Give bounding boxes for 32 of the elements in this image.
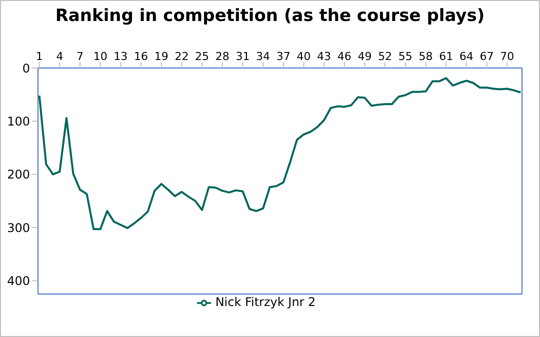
x-tick-label: 58 xyxy=(418,50,433,63)
x-tick-label: 37 xyxy=(276,50,290,63)
x-tick-label: 1 xyxy=(36,50,43,63)
y-tick-label: 300 xyxy=(7,220,30,235)
line-series xyxy=(38,77,522,230)
x-tick-label: 34 xyxy=(256,50,270,63)
x-tick-label: 25 xyxy=(195,50,210,63)
x-tick-label: 70 xyxy=(500,50,514,63)
x-tick-label: 28 xyxy=(215,50,230,63)
legend-label: Nick Fitrzyk Jnr 2 xyxy=(215,295,316,309)
x-tick-label: 16 xyxy=(134,50,148,63)
x-tick-label: 4 xyxy=(56,50,64,63)
x-tick-label: 46 xyxy=(337,50,352,63)
x-tick-label: 7 xyxy=(76,50,84,63)
x-tick-label: 22 xyxy=(174,50,189,63)
y-tick-label: 400 xyxy=(7,274,30,288)
y-tick-label: 200 xyxy=(7,168,30,182)
x-tick-label: 52 xyxy=(378,50,392,63)
y-tick-label: 0 xyxy=(22,61,30,76)
x-tick-label: 10 xyxy=(93,50,108,63)
x-tick-label: 64 xyxy=(459,50,474,63)
y-tick-label: 100 xyxy=(7,114,30,128)
x-tick-label: 67 xyxy=(480,50,494,63)
x-tick-label: 49 xyxy=(358,50,372,63)
x-tick-label: 55 xyxy=(398,50,412,63)
x-tick-label: 13 xyxy=(114,50,128,63)
x-tick-label: 61 xyxy=(439,50,454,63)
x-tick-label: 40 xyxy=(296,50,311,63)
x-tick-label: 43 xyxy=(317,50,332,63)
chart-title: Ranking in competition (as the course plays) xyxy=(54,6,486,26)
x-tick-label: 19 xyxy=(154,50,168,63)
x-tick-label: 31 xyxy=(236,50,250,63)
